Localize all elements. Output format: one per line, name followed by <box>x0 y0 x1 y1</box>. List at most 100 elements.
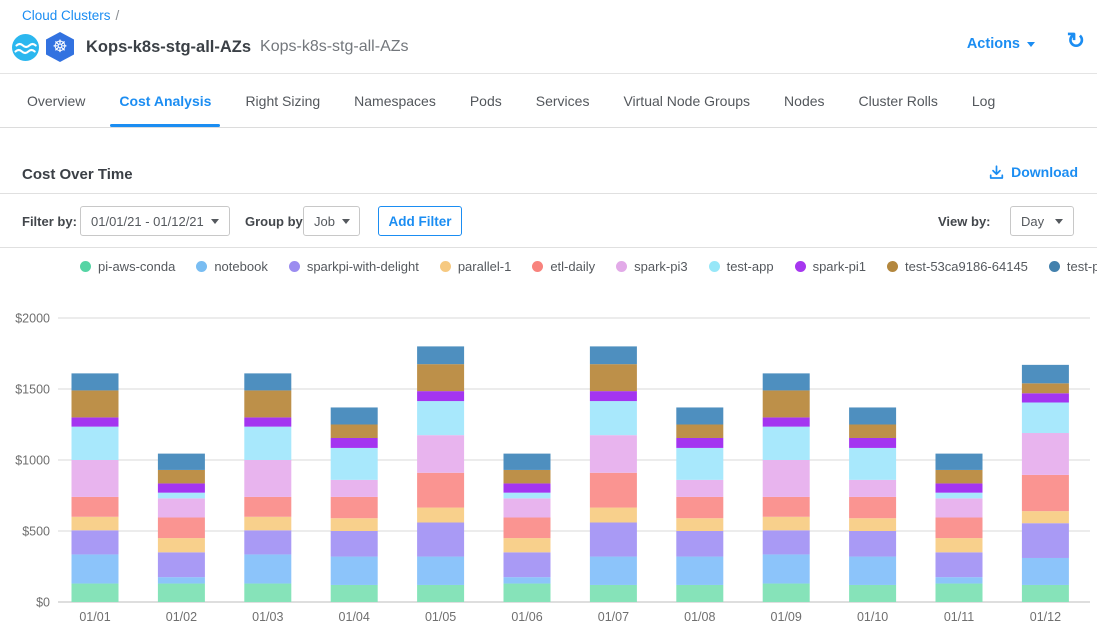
bar-segment-pi-aws-conda[interactable] <box>71 583 119 602</box>
bar-segment-parallel-1[interactable] <box>157 538 205 553</box>
bar-segment-pi-aws-conda[interactable] <box>1021 584 1069 602</box>
bar-segment-spark-pi3[interactable] <box>762 460 810 497</box>
date-range-dropdown[interactable]: 01/01/21 - 01/12/21 <box>80 206 230 236</box>
bar-segment-etl-daily[interactable] <box>762 496 810 517</box>
bar-segment-parallel-1[interactable] <box>935 538 983 553</box>
bar-segment-test-app[interactable] <box>849 447 897 480</box>
bar-segment-etl-daily[interactable] <box>503 517 551 539</box>
bar-segment-test-pkix[interactable] <box>503 453 551 470</box>
bar-segment-test-app[interactable] <box>676 447 724 480</box>
bar-segment-test-pkix[interactable] <box>676 407 724 425</box>
bar-segment-test-53ca9186-64145[interactable] <box>244 390 292 418</box>
breadcrumb-cloud-clusters-link[interactable]: Cloud Clusters <box>22 8 111 23</box>
bar-segment-spark-pi3[interactable] <box>1021 433 1069 475</box>
bar-segment-notebook[interactable] <box>762 554 810 584</box>
bar-segment-etl-daily[interactable] <box>1021 474 1069 512</box>
bar-segment-sparkpi-with-delight[interactable] <box>330 531 378 557</box>
tab-right-sizing[interactable]: Right Sizing <box>245 92 321 109</box>
bar-segment-notebook[interactable] <box>1021 557 1069 585</box>
bar-segment-etl-daily[interactable] <box>417 472 465 508</box>
add-filter-button[interactable]: Add Filter <box>378 206 462 236</box>
bar-segment-test-pkix[interactable] <box>1021 364 1069 384</box>
tab-log[interactable]: Log <box>971 92 996 109</box>
bar-segment-test-pkix[interactable] <box>935 453 983 470</box>
bar-segment-spark-pi1[interactable] <box>503 483 551 493</box>
bar-segment-test-pkix[interactable] <box>417 346 465 365</box>
refresh-icon[interactable]: ↻ <box>1066 28 1085 53</box>
legend-item-notebook[interactable]: notebook <box>196 259 268 274</box>
bar-segment-spark-pi1[interactable] <box>676 437 724 448</box>
bar-segment-test-53ca9186-64145[interactable] <box>849 424 897 438</box>
bar-segment-spark-pi1[interactable] <box>157 483 205 493</box>
bar-segment-notebook[interactable] <box>503 577 551 584</box>
bar-segment-pi-aws-conda[interactable] <box>676 584 724 602</box>
bar-segment-sparkpi-with-delight[interactable] <box>676 531 724 557</box>
bar-segment-pi-aws-conda[interactable] <box>935 583 983 602</box>
bar-segment-spark-pi3[interactable] <box>330 479 378 497</box>
download-button[interactable]: Download <box>989 164 1078 180</box>
tab-namespaces[interactable]: Namespaces <box>354 92 436 109</box>
bar-segment-notebook[interactable] <box>589 556 637 585</box>
bar-segment-pi-aws-conda[interactable] <box>849 584 897 602</box>
bar-segment-spark-pi3[interactable] <box>935 498 983 518</box>
bar-segment-parallel-1[interactable] <box>849 518 897 531</box>
bar-segment-spark-pi1[interactable] <box>849 437 897 448</box>
bar-segment-spark-pi1[interactable] <box>244 417 292 427</box>
bar-segment-notebook[interactable] <box>244 554 292 584</box>
bar-segment-notebook[interactable] <box>71 554 119 584</box>
bar-segment-notebook[interactable] <box>417 556 465 585</box>
tab-overview[interactable]: Overview <box>27 92 86 109</box>
bar-segment-parallel-1[interactable] <box>503 538 551 553</box>
bar-segment-spark-pi1[interactable] <box>330 437 378 448</box>
legend-item-spark-pi1[interactable]: spark-pi1 <box>794 259 866 274</box>
bar-segment-spark-pi3[interactable] <box>71 460 119 497</box>
bar-segment-pi-aws-conda[interactable] <box>330 584 378 602</box>
bar-segment-test-pkix[interactable] <box>330 407 378 425</box>
bar-segment-test-53ca9186-64145[interactable] <box>71 390 119 418</box>
bar-segment-sparkpi-with-delight[interactable] <box>1021 523 1069 558</box>
bar-segment-test-app[interactable] <box>157 492 205 499</box>
bar-segment-sparkpi-with-delight[interactable] <box>503 552 551 578</box>
bar-segment-etl-daily[interactable] <box>935 517 983 539</box>
bar-segment-test-pkix[interactable] <box>157 453 205 470</box>
legend-item-test-app[interactable]: test-app <box>708 259 774 274</box>
bar-segment-parallel-1[interactable] <box>71 516 119 531</box>
legend-item-test-53ca9186-64145[interactable]: test-53ca9186-64145 <box>887 259 1028 274</box>
bar-segment-test-53ca9186-64145[interactable] <box>762 390 810 418</box>
bar-segment-parallel-1[interactable] <box>330 518 378 531</box>
bar-segment-sparkpi-with-delight[interactable] <box>935 552 983 578</box>
bar-segment-spark-pi3[interactable] <box>849 479 897 497</box>
legend-item-test-pkix[interactable]: test-pkix <box>1048 259 1097 274</box>
bar-segment-sparkpi-with-delight[interactable] <box>762 530 810 555</box>
bar-segment-test-app[interactable] <box>503 492 551 499</box>
tab-virtual-node-groups[interactable]: Virtual Node Groups <box>623 92 751 109</box>
bar-segment-pi-aws-conda[interactable] <box>157 583 205 602</box>
actions-button[interactable]: Actions <box>967 36 1035 52</box>
bar-segment-spark-pi1[interactable] <box>417 391 465 402</box>
bar-segment-parallel-1[interactable] <box>244 516 292 531</box>
bar-segment-notebook[interactable] <box>935 577 983 584</box>
tab-nodes[interactable]: Nodes <box>784 92 825 109</box>
bar-segment-test-app[interactable] <box>417 401 465 436</box>
bar-segment-notebook[interactable] <box>676 556 724 585</box>
bar-segment-parallel-1[interactable] <box>762 516 810 531</box>
bar-segment-test-app[interactable] <box>71 426 119 460</box>
bar-segment-spark-pi1[interactable] <box>762 417 810 427</box>
bar-segment-parallel-1[interactable] <box>676 518 724 531</box>
bar-segment-etl-daily[interactable] <box>71 496 119 517</box>
bar-segment-sparkpi-with-delight[interactable] <box>849 531 897 557</box>
bar-segment-test-pkix[interactable] <box>589 346 637 365</box>
bar-segment-test-53ca9186-64145[interactable] <box>157 469 205 484</box>
tab-cost-analysis[interactable]: Cost Analysis <box>102 74 228 127</box>
bar-segment-test-53ca9186-64145[interactable] <box>417 364 465 392</box>
legend-item-etl-daily[interactable]: etl-daily <box>532 259 595 274</box>
bar-segment-sparkpi-with-delight[interactable] <box>71 530 119 555</box>
tab-services[interactable]: Services <box>535 92 590 109</box>
bar-segment-notebook[interactable] <box>330 556 378 585</box>
bar-segment-pi-aws-conda[interactable] <box>589 584 637 602</box>
bar-segment-pi-aws-conda[interactable] <box>503 583 551 602</box>
bar-segment-test-pkix[interactable] <box>244 373 292 391</box>
bar-segment-test-53ca9186-64145[interactable] <box>589 364 637 392</box>
bar-segment-spark-pi3[interactable] <box>244 460 292 497</box>
bar-segment-sparkpi-with-delight[interactable] <box>157 552 205 578</box>
